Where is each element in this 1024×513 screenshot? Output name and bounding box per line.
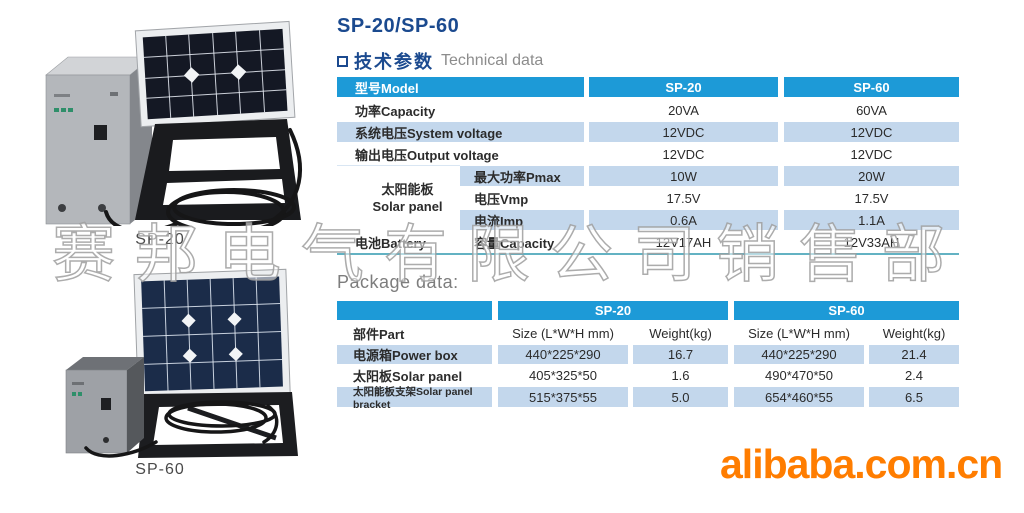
- pkg-cell: 654*460*55: [734, 386, 864, 408]
- tech-cell: 1.1A: [784, 209, 959, 231]
- tech-sub-label: 电压Vmp: [474, 191, 529, 207]
- tech-cell: 17.5V: [666, 190, 701, 206]
- pkg-row-part: 太阳板Solar panel: [353, 369, 463, 384]
- tech-cell: 12VDC: [589, 121, 778, 143]
- tech-cell: 60VA: [856, 102, 887, 118]
- tech-row-label: 功率Capacity: [355, 103, 436, 119]
- tech-cell: 12VDC: [662, 146, 705, 162]
- tech-header-sp60: SP-60: [784, 77, 959, 99]
- pkg-header-weight: Weight(kg): [882, 325, 946, 341]
- pkg-cell: 440*225*290: [498, 344, 628, 365]
- pkg-cell: 1.6: [671, 368, 690, 383]
- tech-cell: 20VA: [668, 102, 699, 118]
- tech-cell: 12V17AH: [655, 234, 712, 250]
- pkg-row-part: 太阳能板支架Solar panel bracket: [337, 386, 492, 411]
- pkg-cell: 515*375*55: [498, 386, 628, 408]
- sp-20-illustration: [45, 20, 303, 234]
- tech-group-solar-zh: 太阳能板: [381, 182, 434, 198]
- pkg-header-size: Size (L*W*H mm): [512, 325, 614, 341]
- tech-sub-label: 最大功率Pmax: [460, 165, 584, 187]
- pkg-header-part: 部件Part: [353, 326, 405, 342]
- sp-60-caption: SP-60: [135, 461, 185, 478]
- tech-group-solar-panel: 太阳能板 Solar panel: [337, 165, 460, 231]
- pkg-cell: 2.4: [904, 368, 924, 383]
- tech-header-sp20: SP-20: [589, 77, 778, 99]
- package-data-heading: Package data:: [337, 272, 459, 292]
- pkg-cell: 440*225*290: [734, 344, 864, 365]
- technical-data-heading-zh: 技术参数: [354, 52, 434, 72]
- tech-header-model: 型号Model: [337, 77, 584, 99]
- tech-group-battery: 电池Battery: [355, 235, 426, 251]
- technical-data-heading-en: Technical data: [441, 52, 544, 69]
- sp-20-caption: SP-20: [135, 231, 185, 248]
- package-data-table: SP-20 SP-60 部件Part Size (L*W*H mm) Weigh…: [337, 301, 959, 411]
- technical-data-table: 型号Model SP-20 SP-60 功率Capacity 20VA 60VA…: [337, 77, 959, 255]
- pkg-cell: 405*325*50: [529, 368, 597, 383]
- pkg-cell: 490*470*50: [765, 368, 833, 383]
- pkg-header-blank: [337, 301, 492, 322]
- pkg-header-sp60: SP-60: [734, 301, 959, 322]
- square-bullet-icon: [337, 55, 348, 67]
- tech-cell: 12V33AH: [843, 234, 900, 250]
- pkg-header-sp20: SP-20: [498, 301, 728, 322]
- technical-data-heading: 技术参数 Technical data: [337, 48, 543, 74]
- tech-cell: 20W: [784, 165, 959, 187]
- sp-20-product-photo: [38, 12, 330, 234]
- tech-sub-label: 电流Imp: [460, 209, 584, 231]
- pkg-header-size: Size (L*W*H mm): [748, 325, 850, 341]
- pkg-cell: 21.4: [869, 344, 959, 365]
- pkg-cell: 16.7: [633, 344, 728, 365]
- tech-row-label: 输出电压Output voltage: [355, 147, 499, 163]
- pkg-row-part: 电源箱Power box: [337, 344, 492, 365]
- tech-cell: 17.5V: [854, 190, 889, 206]
- tech-group-solar-en: Solar panel: [372, 198, 443, 214]
- tech-row-label: 系统电压System voltage: [337, 121, 584, 143]
- pkg-cell: 5.0: [633, 386, 728, 408]
- tech-sub-label: 容量Capacity: [474, 235, 555, 251]
- alibaba-logo: alibaba.com.cn: [720, 441, 1003, 487]
- tech-cell: 12VDC: [850, 146, 893, 162]
- sp-60-product-photo: [38, 266, 330, 458]
- page-title: SP-20/SP-60: [337, 15, 460, 37]
- tech-cell: 12VDC: [784, 121, 959, 143]
- sp-60-illustration: [65, 268, 298, 458]
- pkg-cell: 6.5: [869, 386, 959, 408]
- pkg-header-weight: Weight(kg): [649, 325, 712, 341]
- tech-cell: 0.6A: [589, 209, 778, 231]
- tech-cell: 10W: [589, 165, 778, 187]
